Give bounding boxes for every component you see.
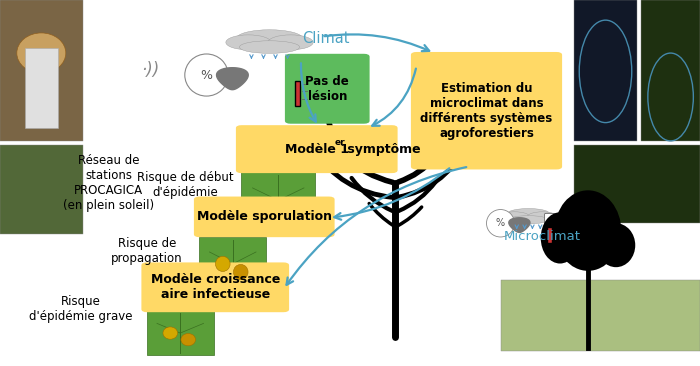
FancyBboxPatch shape	[285, 54, 370, 124]
FancyBboxPatch shape	[295, 81, 300, 106]
FancyBboxPatch shape	[199, 237, 266, 291]
FancyBboxPatch shape	[236, 125, 398, 173]
Text: Climat: Climat	[302, 31, 349, 46]
Ellipse shape	[509, 216, 548, 224]
Text: Risque de
propagation: Risque de propagation	[111, 237, 183, 265]
Text: Modèle croissance
aire infectieuse: Modèle croissance aire infectieuse	[150, 273, 280, 301]
Text: Modèle 1: Modèle 1	[285, 143, 349, 156]
FancyBboxPatch shape	[25, 48, 58, 128]
Ellipse shape	[596, 223, 636, 267]
FancyBboxPatch shape	[574, 145, 700, 223]
Ellipse shape	[268, 35, 313, 50]
Ellipse shape	[543, 236, 556, 247]
FancyBboxPatch shape	[241, 172, 315, 229]
FancyBboxPatch shape	[0, 0, 83, 141]
Text: er: er	[335, 138, 345, 147]
Ellipse shape	[554, 190, 622, 271]
FancyBboxPatch shape	[640, 0, 700, 141]
Ellipse shape	[181, 333, 195, 346]
Text: Risque de début
d'épidémie: Risque de début d'épidémie	[137, 171, 234, 199]
FancyBboxPatch shape	[141, 262, 289, 312]
Text: Estimation du
microclimat dans
différents systèmes
agroforestiers: Estimation du microclimat dans différent…	[421, 82, 552, 140]
Polygon shape	[216, 68, 248, 90]
Ellipse shape	[288, 94, 307, 111]
Ellipse shape	[486, 209, 514, 237]
Ellipse shape	[226, 35, 271, 50]
FancyBboxPatch shape	[574, 0, 637, 141]
Ellipse shape	[185, 54, 228, 96]
Ellipse shape	[237, 30, 302, 47]
Ellipse shape	[528, 212, 557, 221]
FancyBboxPatch shape	[545, 213, 554, 244]
Ellipse shape	[163, 327, 178, 339]
FancyBboxPatch shape	[411, 52, 562, 169]
FancyBboxPatch shape	[0, 145, 83, 234]
FancyBboxPatch shape	[147, 311, 214, 355]
Text: ·)): ·))	[141, 60, 160, 79]
Ellipse shape	[507, 209, 550, 220]
Ellipse shape	[233, 264, 248, 280]
Text: Réseau de
stations
PROCAGICA
(en plein soleil): Réseau de stations PROCAGICA (en plein s…	[63, 154, 154, 212]
FancyBboxPatch shape	[290, 61, 304, 107]
Ellipse shape	[216, 256, 230, 272]
Text: Modèle sporulation: Modèle sporulation	[197, 210, 332, 223]
Text: Risque
d'épidémie grave: Risque d'épidémie grave	[29, 295, 132, 323]
Text: Pas de
lésion: Pas de lésion	[305, 75, 349, 103]
Ellipse shape	[239, 41, 300, 53]
Ellipse shape	[500, 212, 529, 221]
Text: Microclimat: Microclimat	[504, 229, 581, 243]
Text: %: %	[496, 218, 505, 228]
Text: %: %	[200, 68, 213, 82]
Polygon shape	[509, 218, 530, 232]
Text: symptôme: symptôme	[343, 143, 421, 156]
Ellipse shape	[540, 212, 580, 264]
FancyBboxPatch shape	[500, 280, 700, 351]
FancyBboxPatch shape	[194, 197, 335, 237]
Ellipse shape	[17, 33, 66, 73]
FancyBboxPatch shape	[547, 227, 552, 243]
